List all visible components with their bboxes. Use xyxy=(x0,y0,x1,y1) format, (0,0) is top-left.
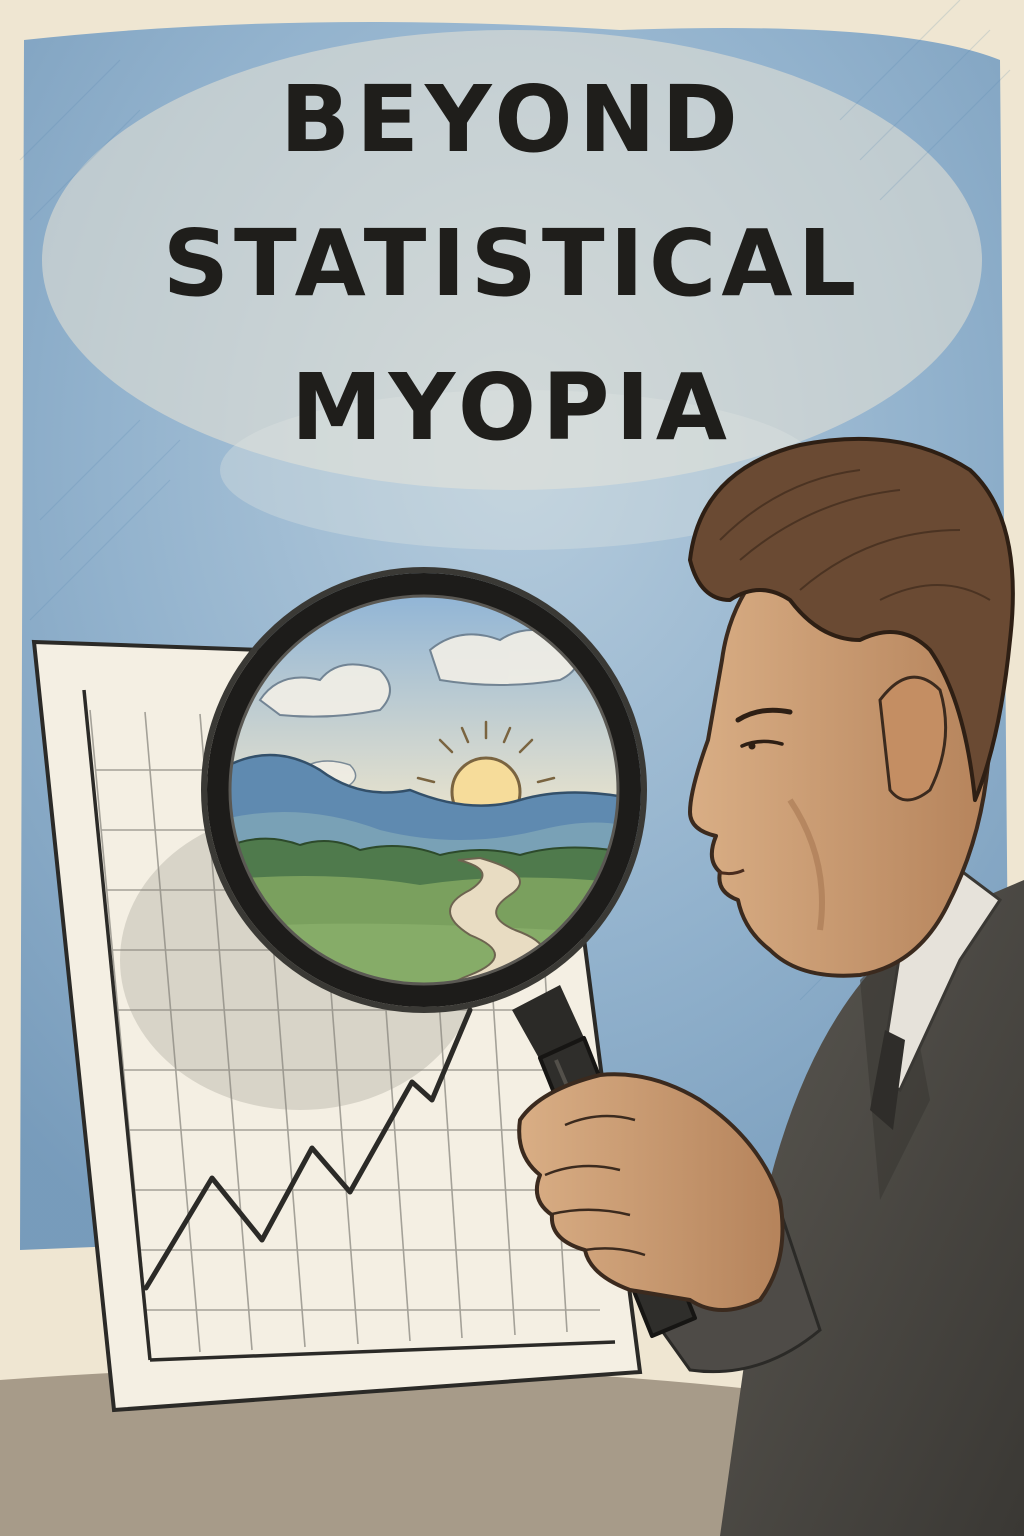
man xyxy=(688,436,1024,1536)
title-line-3: MYOPIA xyxy=(291,354,733,461)
title-block: BEYOND STATISTICAL MYOPIA xyxy=(0,74,1024,454)
title-line-1: BEYOND xyxy=(280,66,744,173)
fingers xyxy=(517,1072,785,1312)
title-line-2: STATISTICAL xyxy=(162,210,862,317)
